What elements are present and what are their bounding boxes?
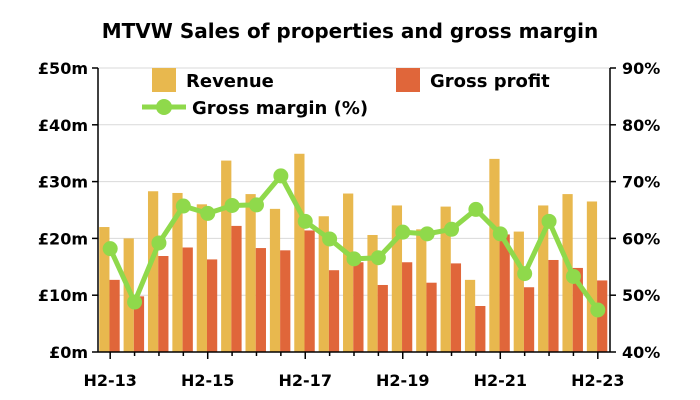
right-axis-tick-label: 40% <box>622 343 660 362</box>
gross-margin-point <box>370 250 386 266</box>
margin-line-series <box>102 168 606 318</box>
gross-margin-point <box>541 213 557 229</box>
revenue-bar <box>464 279 476 352</box>
gross-margin-point <box>395 224 411 240</box>
gross-margin-point <box>346 251 362 267</box>
gross-profit-bar <box>280 250 291 352</box>
left-axis-tick-label: £50m <box>38 59 88 78</box>
right-axis-tick-label: 70% <box>622 173 660 192</box>
gross-margin-point <box>322 231 338 247</box>
gross-margin-point <box>297 213 313 229</box>
x-axis-tick-label: H2-15 <box>181 371 234 390</box>
gross-profit-bar <box>133 296 145 352</box>
gross-profit-bar <box>426 282 437 352</box>
revenue-bar <box>172 192 183 352</box>
revenue-bar <box>489 158 500 352</box>
gross-profit-bar <box>109 279 120 352</box>
legend-swatch-revenue <box>152 68 176 92</box>
axes: £0m 40% £10m 50% £20m 60% £30m 70% £40m 80% £50m 90… <box>38 59 660 390</box>
left-axis-tick-label: £20m <box>38 229 88 248</box>
gross-margin-point <box>590 302 606 318</box>
revenue-bar <box>147 191 159 352</box>
gross-margin-point <box>273 168 289 184</box>
x-axis-tick-label: H2-23 <box>571 371 624 390</box>
legend-swatch-gross-profit <box>396 68 420 92</box>
x-axis-tick-label: H2-17 <box>279 371 332 390</box>
gross-profit-bar <box>548 259 559 352</box>
gross-profit-bar <box>499 234 510 352</box>
gross-profit-bar <box>255 248 266 352</box>
revenue-bar <box>294 153 305 352</box>
revenue-bar <box>513 231 524 352</box>
gross-margin-point <box>248 197 264 213</box>
x-axis-tick-label: H2-19 <box>376 371 429 390</box>
revenue-bar <box>343 193 354 352</box>
x-axis-tick-label: H2-13 <box>83 371 136 390</box>
x-axis-tick-label: H2-21 <box>474 371 527 390</box>
gross-margin-point <box>419 226 435 242</box>
legend-label-revenue: Revenue <box>186 71 274 92</box>
gross-profit-bar <box>304 230 315 352</box>
gross-profit-bar <box>182 247 193 352</box>
revenue-bar <box>440 206 451 352</box>
gross-profit-bar <box>231 225 242 352</box>
legend: Revenue Gross profit Gross margin (%) <box>142 68 550 119</box>
left-axis-tick-label: £30m <box>38 173 88 192</box>
right-axis-tick-label: 80% <box>622 116 660 135</box>
gross-margin-point <box>565 268 581 284</box>
legend-label-gross-margin: Gross margin (%) <box>192 98 368 119</box>
left-axis-tick-label: £0m <box>49 343 88 362</box>
gross-profit-bar <box>158 256 169 352</box>
revenue-bar <box>269 208 281 352</box>
revenue-bar <box>318 216 329 352</box>
gross-margin-point <box>200 205 216 221</box>
left-axis-tick-label: £40m <box>38 116 88 135</box>
left-axis-tick-label: £10m <box>38 286 88 305</box>
gross-profit-bar <box>475 305 486 352</box>
revenue-bar <box>538 205 549 352</box>
revenue-bar <box>586 201 598 352</box>
gross-margin-point <box>151 235 167 251</box>
gross-profit-bar <box>206 259 218 352</box>
right-axis-tick-label: 60% <box>622 229 660 248</box>
gross-margin-point <box>224 197 240 213</box>
gross-profit-bar <box>402 262 413 352</box>
gross-margin-point <box>517 266 533 282</box>
revenue-bar <box>416 229 427 352</box>
right-axis-tick-label: 90% <box>622 59 660 78</box>
gross-margin-point <box>492 226 508 242</box>
gross-margin-point <box>175 198 191 214</box>
revenue-bar <box>391 205 403 352</box>
revenue-bar <box>196 204 207 352</box>
legend-swatch-gross-margin-marker <box>156 99 172 115</box>
gross-profit-bar <box>353 262 364 352</box>
gross-margin-point <box>444 221 460 237</box>
gross-margin-point <box>102 241 118 257</box>
revenue-bar <box>221 160 232 352</box>
gross-profit-bar <box>597 280 608 352</box>
gross-profit-bar <box>328 270 340 352</box>
bar-series <box>99 153 608 352</box>
gross-margin-point <box>127 294 143 310</box>
gross-profit-bar <box>450 263 462 352</box>
gross-profit-bar <box>572 267 583 352</box>
gross-margin-point <box>468 201 484 217</box>
gross-profit-bar <box>377 284 388 352</box>
gross-profit-bar <box>523 287 535 352</box>
legend-label-gross-profit: Gross profit <box>430 71 550 92</box>
chart-title: MTVW Sales of properties and gross margi… <box>102 19 598 43</box>
revenue-bar <box>245 194 256 352</box>
revenue-bar <box>99 227 110 352</box>
right-axis-tick-label: 50% <box>622 286 660 305</box>
revenue-bar <box>367 234 378 352</box>
